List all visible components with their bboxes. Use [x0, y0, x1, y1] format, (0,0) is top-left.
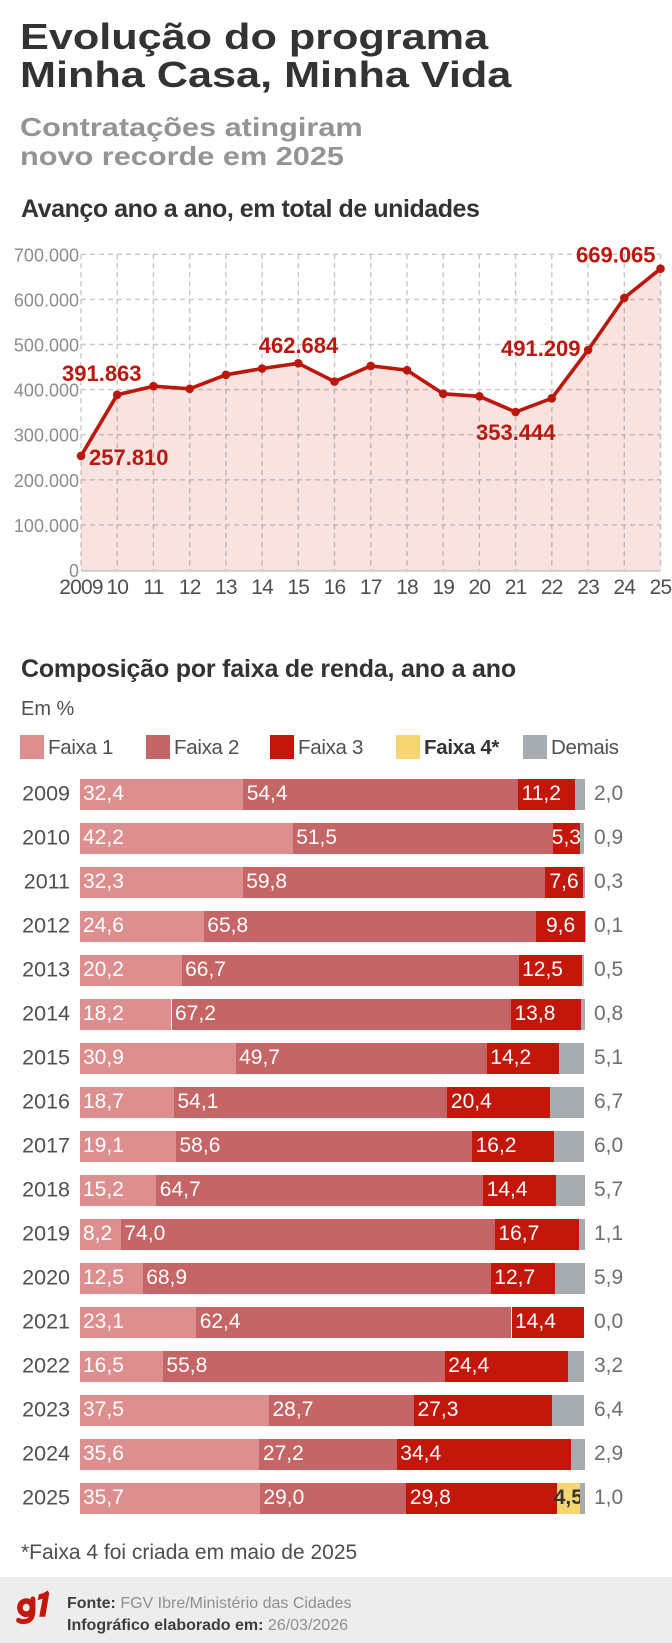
svg-text:14: 14 [251, 576, 274, 599]
svg-text:391.863: 391.863 [62, 361, 142, 386]
svg-text:18: 18 [396, 576, 418, 599]
svg-text:100.000: 100.000 [14, 516, 79, 536]
svg-text:15: 15 [287, 576, 309, 599]
svg-text:11: 11 [143, 576, 163, 599]
svg-text:400.000: 400.000 [14, 381, 79, 401]
svg-text:700.000: 700.000 [14, 245, 79, 265]
svg-text:20: 20 [469, 576, 491, 599]
svg-text:24: 24 [613, 576, 636, 599]
svg-text:669.065: 669.065 [576, 243, 656, 268]
svg-text:300.000: 300.000 [14, 426, 79, 446]
svg-text:353.444: 353.444 [476, 420, 556, 445]
svg-text:19: 19 [432, 576, 454, 599]
svg-text:500.000: 500.000 [14, 336, 79, 356]
svg-text:2009: 2009 [59, 576, 103, 599]
svg-text:600.000: 600.000 [14, 290, 79, 310]
svg-text:21: 21 [505, 576, 527, 599]
svg-text:25: 25 [650, 576, 672, 599]
svg-text:200.000: 200.000 [14, 471, 79, 491]
svg-text:491.209: 491.209 [501, 336, 581, 361]
svg-text:16: 16 [324, 576, 346, 599]
svg-text:13: 13 [215, 576, 237, 599]
svg-text:10: 10 [106, 576, 128, 599]
svg-text:22: 22 [541, 576, 563, 599]
svg-text:462.684: 462.684 [259, 333, 339, 358]
svg-text:23: 23 [577, 576, 599, 599]
svg-text:17: 17 [360, 576, 382, 599]
svg-text:0: 0 [69, 561, 79, 581]
svg-text:12: 12 [179, 576, 201, 599]
svg-text:257.810: 257.810 [89, 445, 169, 470]
